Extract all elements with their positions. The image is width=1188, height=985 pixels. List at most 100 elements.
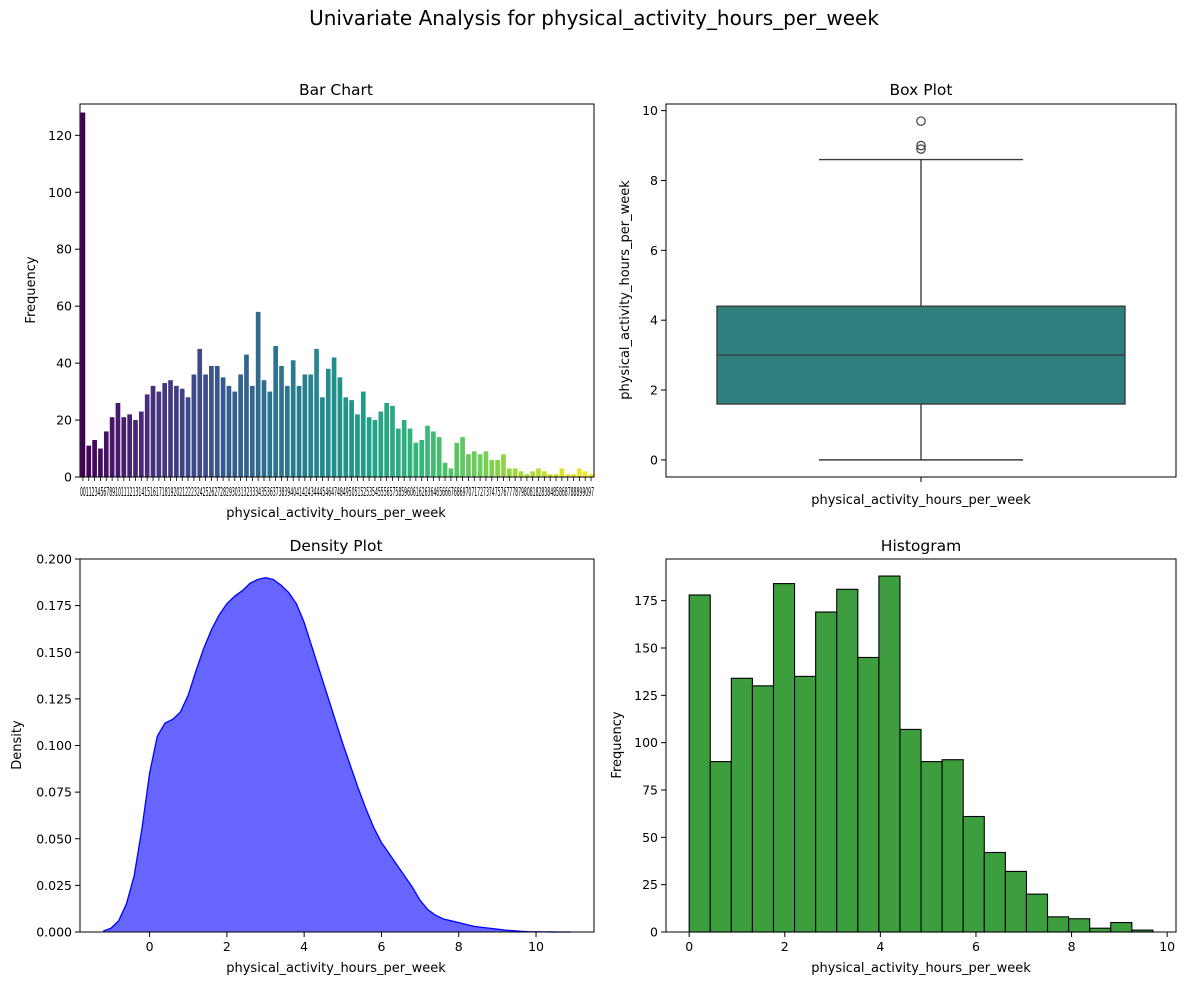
bar xyxy=(121,417,127,477)
bar xyxy=(419,439,425,477)
histogram-bar xyxy=(751,685,775,933)
bar xyxy=(290,360,296,477)
bar xyxy=(390,405,395,477)
y-tick-label: 120 xyxy=(48,128,72,143)
bar xyxy=(261,380,267,477)
bar-chart-panel: Bar Chart 0 20 40 60 80 100 120 00112345678910… xyxy=(24,81,595,521)
bar-chart-y-label: Frequency xyxy=(24,256,39,323)
density-plot-y-ticks: 0.000 0.025 0.050 0.075 0.100 0.125 0.150 0.175… xyxy=(36,552,80,940)
y-tick-label: 0.175 xyxy=(36,598,72,613)
y-tick-label: 2 xyxy=(650,383,658,398)
histogram-frame xyxy=(665,558,1177,933)
histogram-bar xyxy=(1046,916,1070,933)
bar-chart-frame xyxy=(79,103,595,478)
histogram-bar xyxy=(878,575,901,933)
bar xyxy=(407,428,413,477)
bar xyxy=(80,112,86,477)
histogram-bar xyxy=(815,611,838,933)
bar xyxy=(582,471,588,477)
density-line xyxy=(102,576,571,933)
bar xyxy=(343,397,349,477)
bar xyxy=(138,411,144,477)
y-tick-label: 0.150 xyxy=(36,645,72,660)
bar xyxy=(162,383,168,477)
bar xyxy=(337,377,343,477)
bar xyxy=(244,354,249,477)
box-plot-panel: Box Plot 0 2 4 6 8 10 physical_activity_hours… xyxy=(618,81,1177,508)
bar xyxy=(542,471,547,477)
bar xyxy=(220,377,226,477)
bar-chart-x-label: physical_activity_hours_per_week xyxy=(226,506,446,521)
x-tick-label: 2 xyxy=(223,939,231,954)
bar xyxy=(536,468,541,477)
y-tick-label: 0.025 xyxy=(36,878,72,893)
bar xyxy=(448,468,454,477)
histogram-bar xyxy=(941,759,964,933)
histogram-bar xyxy=(920,761,943,933)
y-tick-label: 10 xyxy=(642,103,658,118)
histogram-title: Histogram xyxy=(881,537,961,555)
box-plot-x-label: physical_activity_hours_per_week xyxy=(811,493,1031,508)
bar xyxy=(92,439,97,477)
y-tick-label: 0 xyxy=(64,470,72,485)
bar xyxy=(553,474,559,477)
y-tick-label: 100 xyxy=(634,735,658,750)
bar xyxy=(378,411,384,477)
bar xyxy=(331,357,337,477)
x-tick-label: 6 xyxy=(377,939,385,954)
bar xyxy=(168,380,173,477)
bar xyxy=(127,414,132,477)
bar xyxy=(174,385,179,477)
bar xyxy=(98,448,103,477)
x-tick-label: 8 xyxy=(455,939,463,954)
x-tick-label: 2 xyxy=(781,939,789,954)
density-plot-frame xyxy=(79,558,595,933)
bar xyxy=(203,374,208,477)
bar xyxy=(588,474,594,477)
bar xyxy=(156,391,162,477)
density-fill xyxy=(103,577,571,932)
bar-chart-title: Bar Chart xyxy=(299,81,373,99)
x-tick-label: 0 xyxy=(146,939,154,954)
bar xyxy=(401,420,407,477)
bar xyxy=(471,451,477,477)
bar xyxy=(501,454,506,477)
box-plot-frame xyxy=(665,103,1177,478)
bar xyxy=(571,474,576,477)
y-tick-label: 40 xyxy=(56,356,72,371)
bar xyxy=(460,437,465,477)
bar xyxy=(144,394,150,477)
bar xyxy=(133,420,138,477)
bar xyxy=(495,459,500,477)
bar xyxy=(425,425,430,477)
y-tick-label: 0.000 xyxy=(36,925,72,940)
bar xyxy=(273,346,279,477)
density-plot-area xyxy=(102,576,571,933)
bar xyxy=(214,365,220,477)
y-tick-label: 0.200 xyxy=(36,552,72,567)
bar xyxy=(355,414,360,477)
y-tick-label: 175 xyxy=(634,593,658,608)
bar xyxy=(314,348,319,477)
bar-chart-x-tick-labels: 0011234567891011121314151617181920212223… xyxy=(80,484,594,499)
bar xyxy=(384,402,389,477)
bar xyxy=(442,462,448,477)
bar xyxy=(150,385,156,477)
y-tick-label: 0 xyxy=(650,925,658,940)
bar xyxy=(267,391,273,477)
y-tick-label: 100 xyxy=(48,185,72,200)
bar xyxy=(197,348,203,477)
box-plot-y-label: physical_activity_hours_per_week xyxy=(618,180,633,400)
histogram-bar xyxy=(1068,918,1091,933)
bar xyxy=(115,402,121,477)
bar xyxy=(366,417,372,477)
y-tick-label: 0.075 xyxy=(36,785,72,800)
bar xyxy=(372,420,378,477)
y-tick-label: 0 xyxy=(650,452,658,467)
x-tick-label: 6 xyxy=(972,939,980,954)
histogram-y-label: Frequency xyxy=(610,711,625,778)
histogram-bar xyxy=(1004,870,1027,933)
x-tick-label: 10 xyxy=(1159,939,1175,954)
y-tick-label: 0.100 xyxy=(36,738,72,753)
